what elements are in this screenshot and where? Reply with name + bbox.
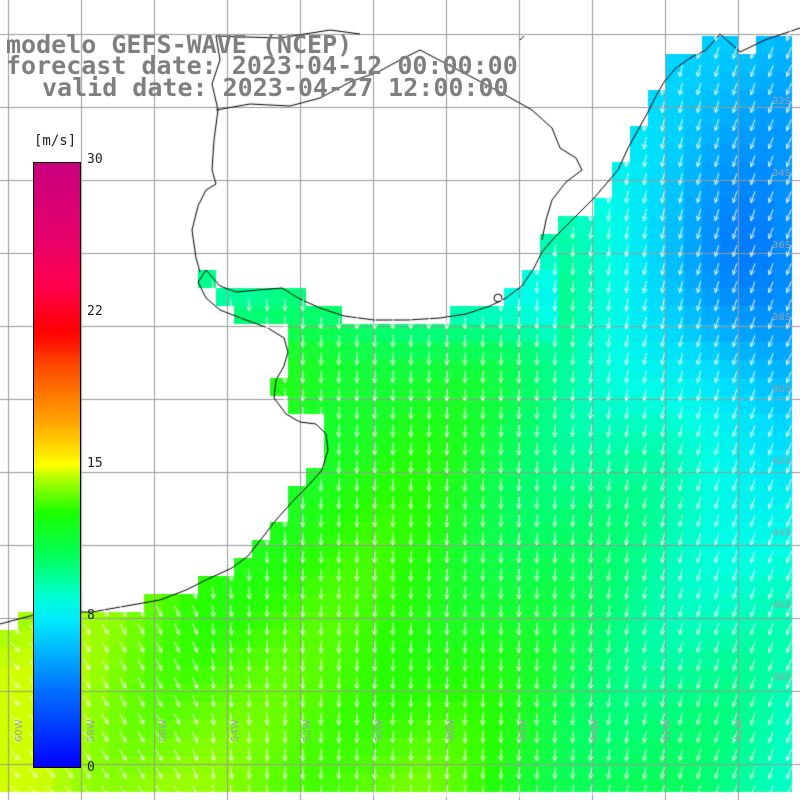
lon-label: 50W [374,719,385,742]
lat-label: 40S [772,384,792,395]
lat-label: 46S [772,600,792,611]
forecast-date: forecast date: 2023-04-12 00:00:00 [6,51,518,80]
lon-label: 41W [734,719,745,742]
lat-label: 36S [772,240,792,251]
lon-label: 60W [14,719,25,742]
lat-label: 34S [772,168,792,179]
lat-label: 38S [772,312,792,323]
lon-label: 56W [158,719,169,742]
colorbar-tick-0: 0 [87,760,95,775]
valid-date: valid date: 2023-04-27 12:00:00 [42,73,509,102]
lat-label: 32S [772,96,792,107]
lon-label: 46W [518,719,529,742]
lat-label: 44S [772,528,792,539]
lat-label: 42S [772,456,792,467]
lat-label: 48S [772,672,792,683]
colorbar-units: [m/s] [34,133,77,149]
lon-label: 54W [230,719,241,742]
lon-label: 42W [662,719,673,742]
model-title: modelo GEFS-WAVE (NCEP) [6,30,353,59]
lon-label: 44W [590,719,601,742]
lon-label: 48W [446,719,457,742]
lon-label: 52W [302,719,313,742]
colorbar-tick-8: 8 [87,608,95,623]
colorbar-tick-30: 30 [87,152,103,167]
colorbar [33,162,81,768]
lon-label: 58W [86,719,97,742]
colorbar-tick-15: 15 [87,456,103,471]
colorbar-tick-22: 22 [87,304,103,319]
